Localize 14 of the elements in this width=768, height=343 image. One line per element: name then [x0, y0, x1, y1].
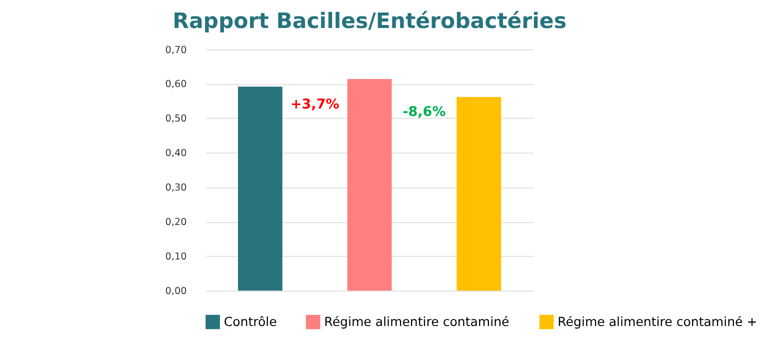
chart-title: Rapport Bacilles/Entérobactéries	[172, 9, 566, 34]
y-tick-label: 0,60	[165, 79, 187, 90]
y-tick-label: 0,40	[165, 148, 187, 160]
y-tick-label: 0,10	[165, 252, 187, 263]
legend-label: Régime alimentire contaminé +	[558, 314, 758, 329]
legend-label: Contrôle	[224, 314, 278, 329]
y-tick-label: 0,30	[165, 182, 187, 194]
annotation: -8,6%	[402, 104, 446, 120]
y-tick-label: 0,70	[165, 44, 187, 56]
y-tick-label: 0,50	[165, 114, 187, 125]
legend-label: Régime alimentire contaminé	[324, 314, 510, 329]
annotation: +3,7%	[290, 96, 340, 113]
y-tick-label: 0,00	[165, 286, 187, 297]
y-tick-label: 0,20	[165, 217, 187, 228]
